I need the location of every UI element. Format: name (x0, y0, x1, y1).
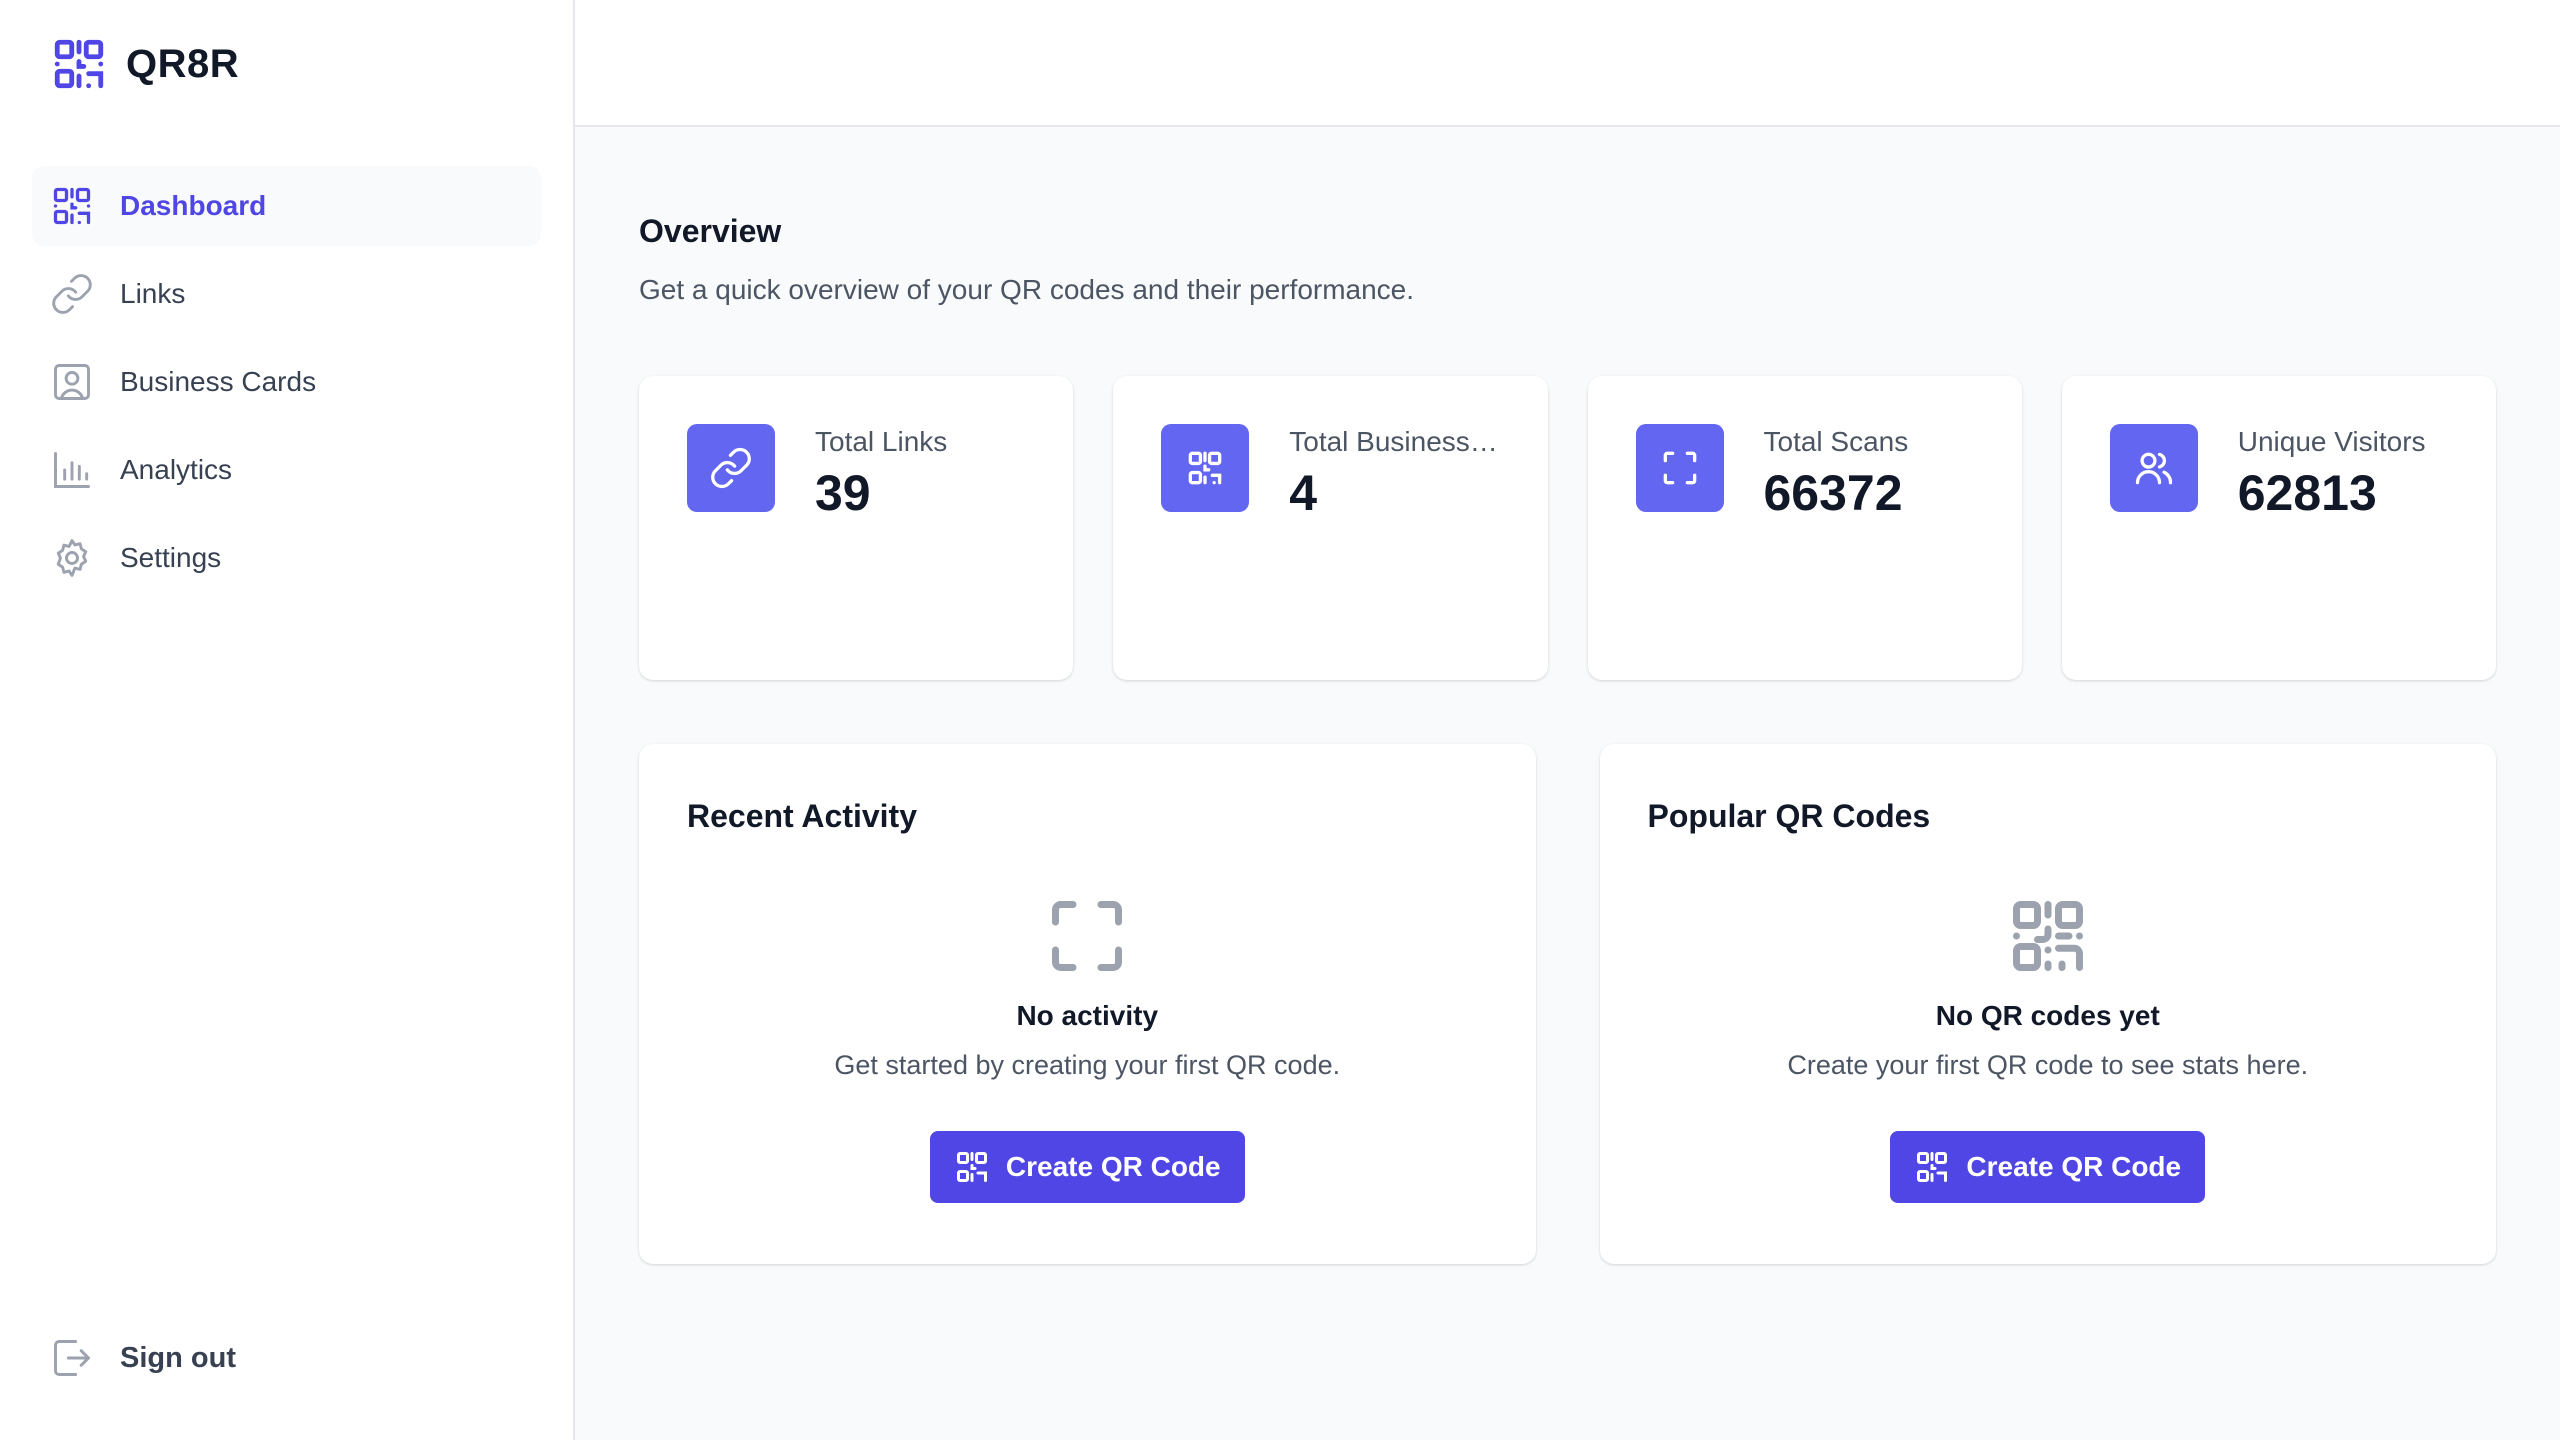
sign-out-icon (50, 1336, 94, 1380)
page-title: Overview (639, 213, 782, 249)
panel-title: Popular QR Codes (1647, 798, 1931, 834)
empty-state-subtitle: Get started by creating your first QR co… (834, 1050, 1341, 1080)
qr-code-icon (954, 1149, 990, 1185)
sidebar-item-business-cards[interactable]: Business Cards (32, 342, 541, 422)
bar-chart-icon (50, 448, 94, 492)
stat-value: 4 (1289, 465, 1318, 521)
user-card-icon (50, 360, 94, 404)
stat-label: Total Business Cards (1289, 426, 1499, 457)
sidebar-nav: Dashboard Links (0, 128, 573, 598)
dashboard-content: Overview Get a quick overview of your QR… (575, 127, 2560, 1264)
panels-grid: Recent Activity No activity Get started … (639, 744, 2496, 1264)
empty-state-subtitle: Create your first QR code to see stats h… (1787, 1050, 2309, 1080)
brand-name: QR8R (126, 41, 240, 86)
stat-label: Total Scans (1763, 426, 1909, 457)
stats-grid: Total Links 39 Total Busine (639, 376, 2496, 680)
create-qr-code-button[interactable]: Create QR Code (929, 1131, 1245, 1203)
users-icon (2109, 424, 2198, 512)
panel-title: Recent Activity (687, 798, 917, 834)
sidebar-item-label: Links (120, 278, 186, 309)
popular-qr-codes-panel: Popular QR Codes No QR codes yet Create … (1599, 744, 2497, 1264)
sidebar-item-settings[interactable]: Settings (32, 518, 541, 598)
empty-state: No activity Get started by creating your… (639, 894, 1536, 1203)
button-label: Create QR Code (1005, 1151, 1221, 1182)
qr-code-icon (1914, 1149, 1950, 1185)
recent-activity-panel: Recent Activity No activity Get started … (639, 744, 1536, 1264)
sidebar-item-label: Business Cards (120, 366, 317, 397)
stat-value: 66372 (1763, 465, 1903, 521)
empty-state: No QR codes yet Create your first QR cod… (1600, 894, 2497, 1203)
scan-icon (1635, 424, 1724, 512)
empty-state-title: No activity (1016, 1000, 1159, 1031)
qr-code-icon (50, 184, 94, 228)
qr-code-icon (1161, 424, 1250, 512)
link-icon (687, 424, 775, 512)
sidebar-item-links[interactable]: Links (32, 254, 541, 334)
top-bar (575, 0, 2560, 127)
stat-label: Unique Visitors (2237, 426, 2426, 457)
stat-card-unique-visitors: Unique Visitors 62813 (2061, 376, 2496, 680)
sidebar-item-dashboard[interactable]: Dashboard (32, 166, 541, 246)
button-label: Create QR Code (1966, 1151, 2182, 1182)
sidebar-item-label: Dashboard (120, 190, 267, 221)
link-icon (50, 272, 94, 316)
empty-state-title: No QR codes yet (1935, 1000, 2160, 1031)
sidebar-item-label: Settings (120, 542, 222, 573)
sign-out-label: Sign out (120, 1341, 236, 1374)
brand[interactable]: QR8R (0, 0, 573, 128)
main-area: Overview Get a quick overview of your QR… (575, 0, 2560, 1440)
stat-value: 62813 (2237, 465, 2377, 521)
sidebar-item-label: Analytics (120, 454, 233, 485)
qr-code-icon (50, 35, 108, 93)
stat-card-total-scans: Total Scans 66372 (1587, 376, 2022, 680)
sidebar-item-analytics[interactable]: Analytics (32, 430, 541, 510)
stat-card-total-links: Total Links 39 (639, 376, 1074, 680)
sign-out-button[interactable]: Sign out (32, 1318, 236, 1398)
qr-code-icon (2006, 894, 2090, 978)
scan-icon (1045, 894, 1129, 978)
stat-value: 39 (815, 465, 871, 521)
page-subtitle: Get a quick overview of your QR codes an… (639, 274, 1415, 305)
stat-label: Total Links (815, 426, 948, 457)
sidebar: QR8R Dashboard (0, 0, 575, 1440)
stat-card-total-business-cards: Total Business Cards 4 (1113, 376, 1548, 680)
gear-icon (50, 536, 94, 580)
create-qr-code-button[interactable]: Create QR Code (1890, 1131, 2206, 1203)
